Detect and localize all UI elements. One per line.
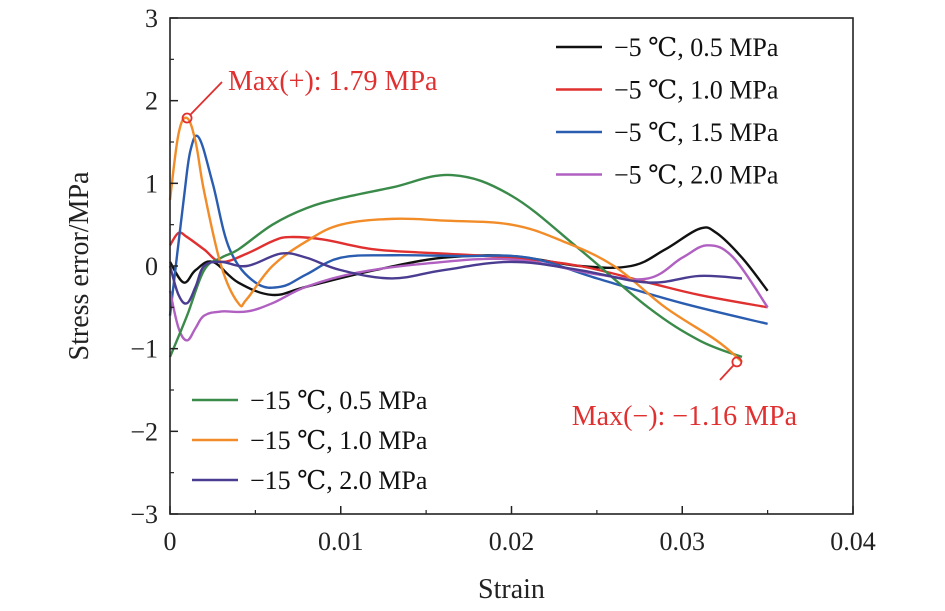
x-tick-label-3: 0.03	[660, 527, 706, 556]
series-line-5	[168, 116, 743, 363]
y-tick-label-5: 2	[145, 87, 158, 116]
y-axis-title: Stress error/MPa	[64, 171, 95, 361]
annotation-marker-1	[731, 356, 743, 368]
y-tick-label-1: −2	[130, 417, 158, 446]
x-tick-label-1: 0.01	[318, 527, 364, 556]
annotation-label-1: Max(−): −1.16 MPa	[572, 401, 798, 432]
series-line-3	[168, 244, 769, 342]
annotation-leader-0	[189, 81, 223, 116]
series-line-6	[168, 251, 743, 305]
y-tick-label-0: −3	[130, 500, 158, 529]
series-line-1	[168, 231, 768, 309]
x-tick-label-2: 0.02	[489, 527, 535, 556]
y-tick-label-4: 1	[145, 169, 158, 198]
annotation-leader-1	[719, 364, 735, 381]
legend-label-5: −15 ℃, 1.0 MPa	[250, 426, 428, 455]
y-tick-label-6: 3	[145, 4, 158, 33]
y-tick-label-3: 0	[145, 252, 158, 281]
legend-label-2: −5 ℃, 1.5 MPa	[614, 118, 779, 147]
series-line-4	[168, 173, 743, 359]
legend-label-0: −5 ℃, 0.5 MPa	[614, 33, 779, 62]
legend-label-1: −5 ℃, 1.0 MPa	[614, 76, 779, 105]
series-line-2	[168, 134, 768, 326]
y-tick-label-2: −1	[130, 335, 158, 364]
legend-label-3: −5 ℃, 2.0 MPa	[614, 161, 779, 190]
x-axis-title: Strain	[478, 574, 545, 605]
x-tick-label-0: 0	[164, 527, 177, 556]
annotation-marker-0	[181, 112, 193, 124]
legend-label-4: −15 ℃, 0.5 MPa	[250, 386, 428, 415]
annotation-label-0: Max(+): 1.79 MPa	[228, 66, 438, 97]
legend-label-6: −15 ℃, 2.0 MPa	[250, 466, 428, 495]
x-tick-label-4: 0.04	[830, 527, 876, 556]
series-line-0	[168, 226, 769, 297]
